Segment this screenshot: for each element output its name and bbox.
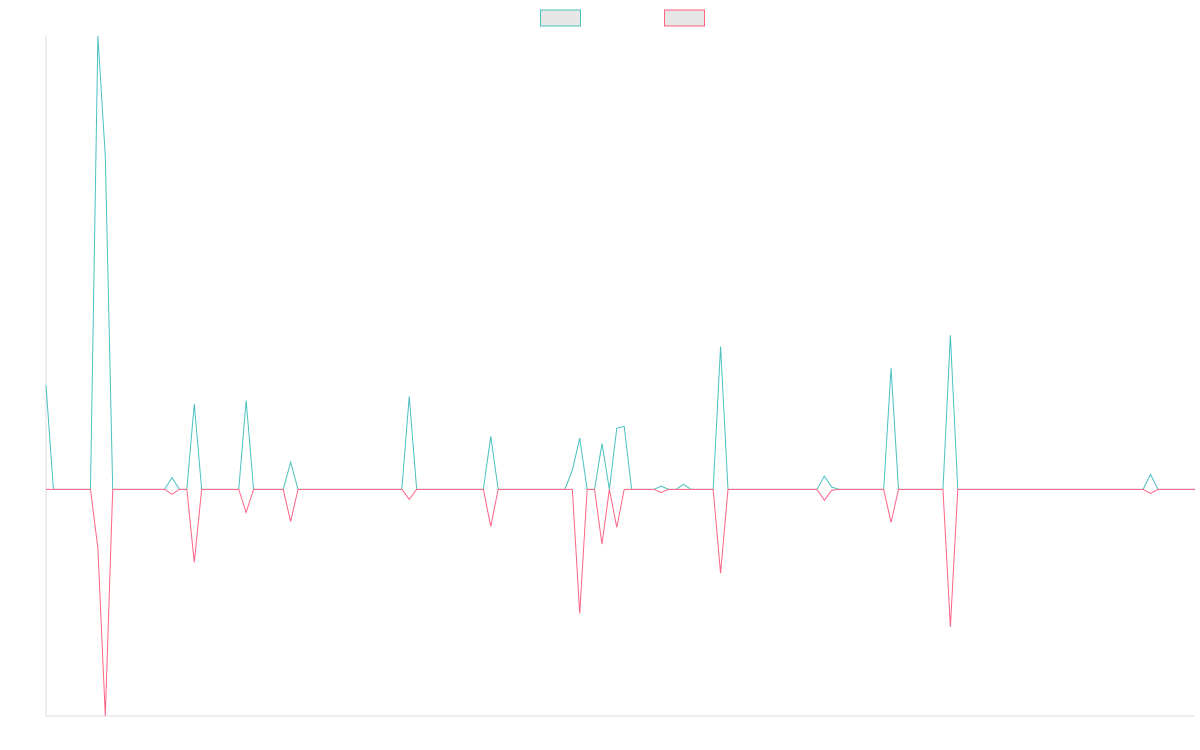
legend-swatch[interactable]	[540, 9, 581, 27]
series-line	[46, 488, 1195, 717]
series-line	[45, 35, 1195, 490]
legend-swatch[interactable]	[664, 9, 705, 27]
